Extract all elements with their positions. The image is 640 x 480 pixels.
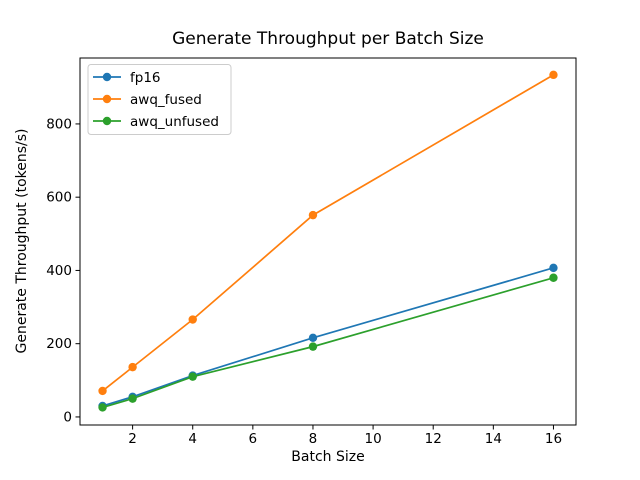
y-tick-label: 400: [46, 263, 72, 279]
data-point-awq_unfused-x1: [98, 403, 107, 412]
y-tick-label: 800: [46, 116, 72, 132]
data-point-awq_unfused-x4: [188, 372, 197, 381]
y-tick-label: 600: [46, 190, 72, 206]
legend-marker-awq_unfused: [102, 116, 112, 126]
legend-label-awq_unfused: awq_unfused: [130, 114, 219, 130]
data-point-fp16-x8: [308, 333, 318, 343]
legend-marker-fp16: [102, 72, 112, 82]
legend-marker-awq_fused: [102, 94, 112, 104]
x-tick-label: 10: [364, 431, 381, 447]
x-axis-label: Batch Size: [291, 449, 364, 465]
y-tick-label: 0: [63, 409, 72, 425]
x-tick-label: 12: [425, 431, 442, 447]
data-point-awq_fused-x2: [128, 362, 137, 372]
data-point-awq_fused-x1: [98, 386, 107, 396]
x-tick-label: 4: [188, 431, 197, 447]
data-point-awq_unfused-x8: [308, 342, 318, 351]
plot-border: [79, 57, 577, 426]
x-tick-label: 14: [485, 431, 502, 447]
x-tick-label: 16: [545, 431, 562, 447]
data-point-awq_fused-x16: [549, 70, 558, 80]
y-tick-label: 200: [46, 336, 72, 352]
chart-title: Generate Throughput per Batch Size: [172, 29, 484, 49]
data-point-awq_fused-x4: [188, 315, 197, 324]
data-point-awq_unfused-x16: [549, 273, 558, 282]
legend-label-awq_fused: awq_fused: [130, 92, 202, 108]
legend: fp16 awq_fused awq_unfused: [87, 64, 232, 135]
legend-box: [87, 64, 232, 135]
data-point-awq_unfused-x2: [128, 394, 137, 403]
x-tick-label: 2: [128, 431, 137, 447]
series-line-awq_unfused: [101, 276, 555, 409]
x-tick-label: 6: [249, 431, 258, 447]
data-point-awq_fused-x8: [308, 210, 318, 220]
y-axis-label: Generate Throughput (tokens/s): [14, 129, 30, 354]
legend-label-fp16: fp16: [130, 70, 161, 86]
data-point-fp16-x16: [549, 263, 558, 273]
plot-area: 2 4 6 8 10 12 14 16 0 200 400 600 800 fp16 awq_fusedaw…: [46, 57, 577, 447]
x-tick-label: 8: [309, 431, 318, 447]
